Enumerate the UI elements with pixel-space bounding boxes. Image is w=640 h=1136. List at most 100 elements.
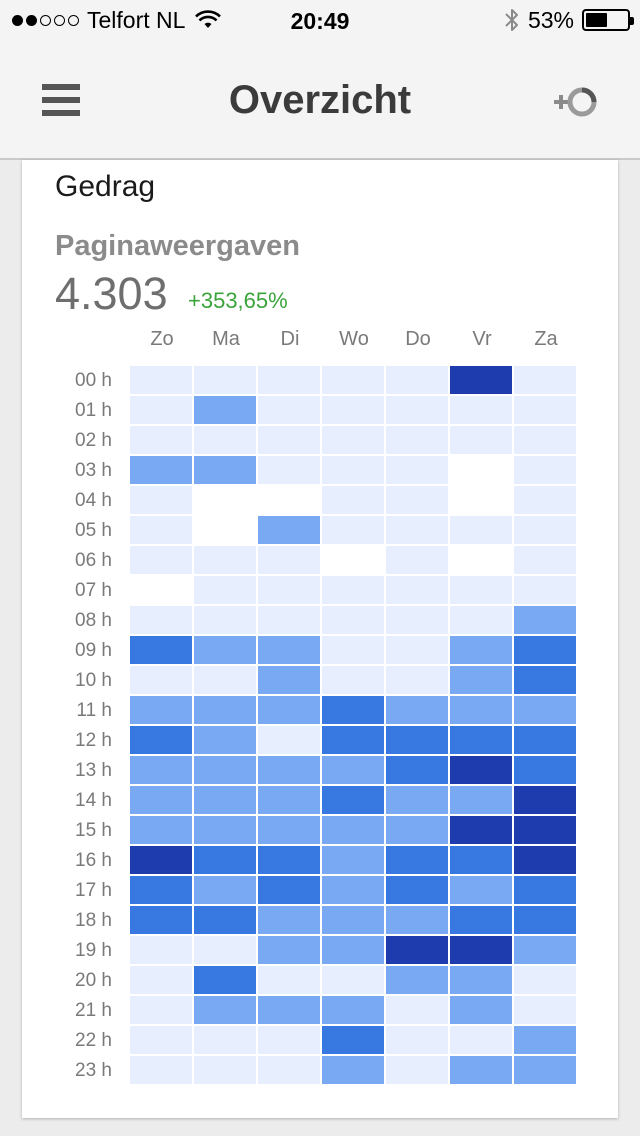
heatmap-cell — [194, 606, 258, 636]
heatmap-cell — [322, 576, 386, 606]
heatmap-cell — [194, 396, 258, 426]
heatmap-cell — [514, 1026, 578, 1056]
heatmap-hour-labels: 00 h 01 h 02 h 03 h 04 h 05 h 06 h 07 h 08 h 09 h… — [60, 366, 112, 1086]
heatmap-cell — [258, 756, 322, 786]
heatmap-cell — [322, 516, 386, 546]
hour-label: 08 h — [75, 610, 112, 631]
heatmap-cell — [386, 516, 450, 546]
heatmap-cell — [130, 366, 194, 396]
heatmap-cell — [130, 456, 194, 486]
heatmap-cell — [450, 576, 514, 606]
hour-label: 01 h — [75, 400, 112, 421]
heatmap-cell — [194, 726, 258, 756]
heatmap-cell — [322, 696, 386, 726]
metric-value: 4.303 — [55, 268, 168, 319]
heatmap-cell — [258, 366, 322, 396]
heatmap-cell — [322, 966, 386, 996]
hour-label: 03 h — [75, 460, 112, 481]
hour-label: 09 h — [75, 640, 112, 661]
heatmap-cell — [450, 1026, 514, 1056]
hour-label: 13 h — [75, 760, 112, 781]
hour-label: 12 h — [75, 730, 112, 751]
heatmap-cell — [322, 366, 386, 396]
day-label: Za — [534, 328, 558, 350]
signal-dot — [12, 14, 23, 26]
hour-label: 04 h — [75, 490, 112, 511]
heatmap-cell — [258, 426, 322, 456]
heatmap-cell — [386, 726, 450, 756]
behavior-card: Gedrag Paginaweergaven 4.303 +353,65% Zo… — [22, 160, 618, 1118]
status-bar-right: 53% — [504, 6, 634, 34]
heatmap-cell — [514, 456, 578, 486]
heatmap-cell — [514, 876, 578, 906]
heatmap-cell — [194, 696, 258, 726]
hour-label: 17 h — [75, 880, 112, 901]
heatmap-cell — [386, 906, 450, 936]
heatmap-cell — [386, 486, 450, 516]
heatmap-cell — [450, 426, 514, 456]
heatmap-cell — [194, 486, 258, 516]
heatmap-cell — [130, 786, 194, 816]
add-segment-icon[interactable] — [552, 82, 600, 122]
heatmap-cell — [194, 426, 258, 456]
heatmap-cell — [194, 546, 258, 576]
heatmap-cell — [194, 666, 258, 696]
heatmap-grid — [130, 366, 578, 1086]
heatmap-cell — [130, 1056, 194, 1086]
heatmap-cell — [514, 396, 578, 426]
hour-label: 05 h — [75, 520, 112, 541]
heatmap-cell — [258, 996, 322, 1026]
heatmap-cell — [258, 636, 322, 666]
heatmap-day-labels: Zo Ma Di Wo Do Vr Za — [130, 328, 578, 351]
heatmap-cell — [450, 366, 514, 396]
status-bar: Telfort NL 20:49 53% — [0, 0, 640, 40]
day-label: Do — [405, 328, 431, 350]
heatmap-cell — [258, 546, 322, 576]
day-label: Ma — [212, 328, 240, 350]
heatmap-cell — [386, 966, 450, 996]
heatmap-cell — [194, 516, 258, 546]
heatmap-cell — [514, 666, 578, 696]
heatmap-cell — [514, 516, 578, 546]
heatmap-cell — [194, 816, 258, 846]
heatmap-cell — [514, 696, 578, 726]
heatmap-cell — [386, 456, 450, 486]
heatmap-cell — [130, 816, 194, 846]
heatmap-cell — [514, 846, 578, 876]
hour-label: 20 h — [75, 970, 112, 991]
heatmap-cell — [130, 906, 194, 936]
heatmap-cell — [450, 876, 514, 906]
heatmap-cell — [514, 726, 578, 756]
heatmap-cell — [322, 876, 386, 906]
hour-label: 22 h — [75, 1030, 112, 1051]
heatmap-cell — [130, 1026, 194, 1056]
day-label: Wo — [339, 328, 369, 350]
heatmap-cell — [450, 756, 514, 786]
heatmap-cell — [258, 396, 322, 426]
day-label: Vr — [472, 328, 492, 350]
heatmap-cell — [130, 966, 194, 996]
signal-dot — [54, 14, 65, 26]
heatmap-cell — [322, 726, 386, 756]
battery-icon — [582, 9, 634, 31]
heatmap-cell — [322, 786, 386, 816]
heatmap-cell — [258, 816, 322, 846]
heatmap-cell — [130, 546, 194, 576]
heatmap-cell — [130, 576, 194, 606]
battery-tip — [630, 17, 634, 25]
heatmap-cell — [514, 816, 578, 846]
heatmap-cell — [258, 966, 322, 996]
heatmap-cell — [194, 936, 258, 966]
section-title: Gedrag — [55, 170, 156, 203]
menu-line — [42, 84, 80, 90]
heatmap-cell — [258, 846, 322, 876]
heatmap-cell — [194, 786, 258, 816]
heatmap-cell — [194, 906, 258, 936]
heatmap-cell — [258, 786, 322, 816]
heatmap-cell — [130, 936, 194, 966]
heatmap-cell — [450, 816, 514, 846]
hamburger-menu-icon[interactable] — [42, 84, 80, 116]
heatmap-cell — [386, 1056, 450, 1086]
hour-label: 18 h — [75, 910, 112, 931]
heatmap-cell — [130, 486, 194, 516]
